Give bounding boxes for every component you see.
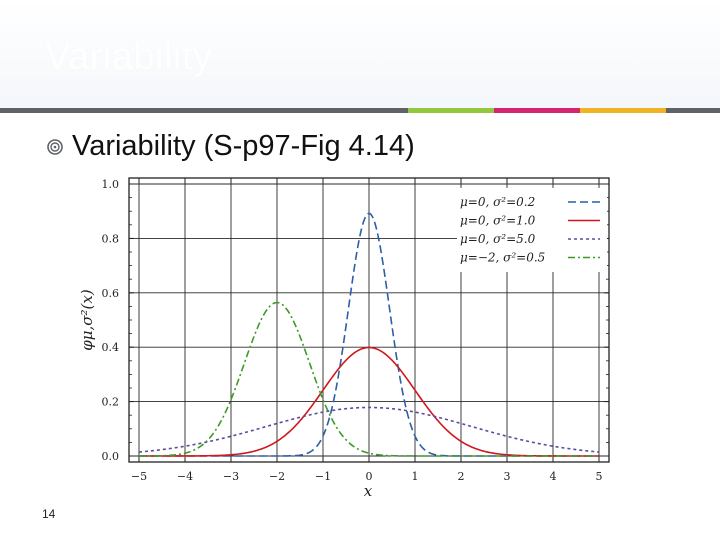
title-rule-gray-end <box>666 108 720 113</box>
y-axis-label: φμ,σ²(x) <box>78 289 96 351</box>
y-tick-label: 0.0 <box>102 450 120 463</box>
x-tick-label: −2 <box>269 470 285 483</box>
legend-label: μ=0, σ²=5.0 <box>460 232 536 246</box>
y-tick-label: 0.2 <box>102 396 120 409</box>
title-rule-green <box>408 108 494 113</box>
x-tick-label: −1 <box>315 470 331 483</box>
series-line-4 <box>139 301 599 457</box>
legend-label: μ=−2, σ²=0.5 <box>460 251 545 265</box>
y-tick-label: 1.0 <box>102 178 120 191</box>
x-tick-label: −3 <box>223 470 239 483</box>
y-tick-label: 0.6 <box>102 287 120 300</box>
slide-title: Variability <box>45 36 213 78</box>
title-rule-pink <box>494 108 580 113</box>
x-tick-label: 3 <box>504 470 511 483</box>
normal-distribution-figure: −5 −4 −3 −2 −1 0 1 2 3 4 5 0.0 0.2 0.4 0.6 0.8 1.0 μ=0, … <box>72 166 613 500</box>
x-axis-label: x <box>364 482 373 500</box>
y-tick-label: 0.4 <box>102 341 120 354</box>
legend-label: μ=0, σ²=0.2 <box>460 195 535 209</box>
series-line-3 <box>138 406 600 453</box>
page-number: 14 <box>42 507 56 521</box>
bullet-ring-icon <box>46 138 64 156</box>
x-tick-label: −4 <box>177 470 193 483</box>
title-band <box>0 0 720 108</box>
bullet-item: Variability (S-p97-Fig 4.14) <box>46 128 415 164</box>
y-tick-label: 0.8 <box>102 232 120 245</box>
title-rule-gray <box>0 108 408 113</box>
x-tick-label: 5 <box>596 470 603 483</box>
normal-pdf-chart: −5 −4 −3 −2 −1 0 1 2 3 4 5 0.0 0.2 0.4 0.6 0.8 1.0 μ=0, … <box>72 166 613 500</box>
x-tick-label: −5 <box>131 470 147 483</box>
title-rule-orange <box>580 108 666 113</box>
bullet-text: Variability (S-p97-Fig 4.14) <box>72 129 415 162</box>
x-tick-label: 1 <box>412 470 419 483</box>
x-tick-label: 4 <box>550 470 557 483</box>
x-tick-label: 2 <box>458 470 465 483</box>
x-tick-label: 0 <box>366 470 373 483</box>
legend-label: μ=0, σ²=1.0 <box>460 214 536 228</box>
